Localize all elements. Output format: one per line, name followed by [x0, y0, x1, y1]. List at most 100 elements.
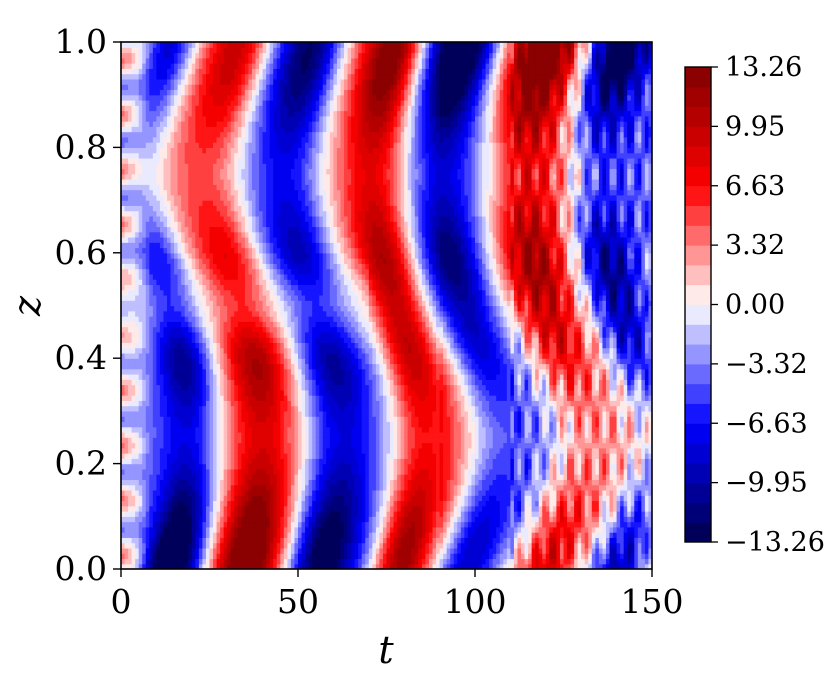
heatmap-cell: [234, 121, 239, 127]
heatmap-cell: [216, 558, 221, 565]
heatmap-cell: [177, 194, 182, 201]
heatmap-cell: [198, 236, 204, 243]
heatmap-cell: [159, 73, 165, 80]
heatmap-cell: [181, 426, 186, 433]
heatmap-cell: [167, 495, 172, 502]
heatmap-cell: [248, 284, 253, 291]
heatmap-cell: [230, 115, 235, 122]
heatmap-cell: [159, 426, 165, 433]
heatmap-cell: [276, 410, 281, 417]
heatmap-cell: [234, 200, 239, 206]
heatmap-cell: [195, 131, 200, 138]
heatmap-cell: [234, 468, 239, 475]
heatmap-cell: [283, 379, 288, 386]
heatmap-cell: [181, 489, 186, 496]
heatmap-cell: [266, 242, 271, 249]
heatmap-cell: [290, 263, 296, 270]
heatmap-cell: [128, 321, 133, 328]
heatmap-cell: [156, 305, 161, 312]
heatmap-cell: [121, 247, 126, 254]
heatmap-cell: [251, 105, 257, 112]
heatmap-cell: [287, 252, 292, 259]
heatmap-cell: [294, 489, 299, 496]
heatmap-cell: [131, 421, 136, 428]
heatmap-cell: [149, 268, 154, 275]
heatmap-cell: [163, 258, 168, 264]
heatmap-cell: [223, 384, 228, 391]
heatmap-cell: [223, 547, 228, 554]
heatmap-cell: [184, 89, 189, 96]
heatmap-cell: [230, 368, 235, 375]
heatmap-cell: [198, 226, 204, 233]
heatmap-cell: [244, 463, 250, 470]
heatmap-cell: [202, 352, 207, 359]
heatmap-cell: [188, 511, 193, 517]
heatmap-cell: [266, 184, 271, 191]
heatmap-cell: [195, 458, 200, 465]
heatmap-cell: [290, 384, 296, 391]
heatmap-cell: [145, 495, 150, 502]
heatmap-cell: [191, 379, 196, 386]
heatmap-cell: [266, 221, 271, 228]
heatmap-cell: [241, 52, 246, 59]
heatmap-cell: [269, 479, 274, 486]
heatmap-cell: [209, 73, 214, 80]
heatmap-cell: [177, 321, 182, 328]
heatmap-cell: [174, 115, 179, 122]
heatmap-cell: [220, 563, 225, 569]
heatmap-cell: [234, 163, 239, 170]
heatmap-cell: [237, 205, 242, 212]
heatmap-cell: [259, 416, 264, 423]
heatmap-cell: [131, 384, 136, 391]
heatmap-cell: [181, 553, 186, 560]
heatmap-cell: [152, 179, 157, 185]
heatmap-cell: [156, 289, 161, 296]
heatmap-cell: [174, 242, 179, 249]
heatmap-cell: [255, 352, 260, 359]
heatmap-cell: [294, 184, 299, 191]
heatmap-cell: [234, 453, 239, 459]
heatmap-cell: [255, 163, 260, 170]
heatmap-cell: [259, 532, 264, 538]
heatmap-cell: [273, 363, 278, 370]
heatmap-cell: [294, 521, 299, 528]
heatmap-cell: [237, 547, 242, 554]
heatmap-cell: [227, 521, 232, 528]
heatmap-cell: [262, 78, 267, 85]
heatmap-cell: [159, 395, 165, 401]
heatmap-cell: [177, 205, 182, 212]
heatmap-cell: [202, 342, 207, 349]
heatmap-cell: [244, 500, 250, 507]
heatmap-cell: [280, 152, 285, 159]
heatmap-cell: [216, 189, 221, 196]
heatmap-cell: [273, 352, 278, 359]
heatmap-cell: [259, 184, 264, 191]
heatmap-cell: [255, 458, 260, 465]
heatmap-cell: [248, 194, 253, 201]
heatmap-cell: [227, 194, 232, 201]
heatmap-cell: [287, 352, 292, 359]
heatmap-cell: [220, 179, 225, 185]
heatmap-cell: [152, 447, 157, 454]
heatmap-cell: [184, 126, 189, 133]
heatmap-cell: [149, 47, 154, 54]
heatmap-cell: [213, 521, 218, 528]
heatmap-cell: [138, 468, 143, 475]
heatmap-cell: [244, 78, 250, 85]
heatmap-cell: [262, 115, 267, 122]
heatmap-cell: [280, 226, 285, 233]
heatmap-cell: [269, 194, 274, 201]
heatmap-cell: [230, 136, 235, 143]
heatmap-cell: [142, 152, 147, 159]
heatmap-cell: [191, 416, 196, 423]
heatmap-cell: [124, 221, 129, 228]
heatmap-cell: [294, 321, 299, 328]
heatmap-cell: [276, 215, 281, 222]
heatmap-cell: [294, 389, 299, 396]
heatmap-cell: [244, 247, 250, 254]
heatmap-cell: [273, 94, 278, 101]
heatmap-cell: [230, 410, 235, 417]
heatmap-cell: [276, 168, 281, 175]
heatmap-cell: [213, 537, 218, 544]
heatmap-cell: [167, 505, 172, 512]
